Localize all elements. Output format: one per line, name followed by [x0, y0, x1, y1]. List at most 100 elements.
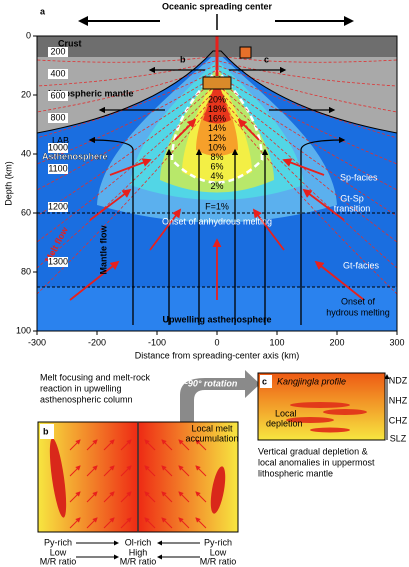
- annotation: Local: [275, 408, 297, 418]
- region-label: Onset of: [341, 296, 376, 306]
- zone-label: NHZ: [389, 395, 408, 405]
- caption: reaction in upwelling: [40, 383, 122, 393]
- panel-label: a: [40, 6, 46, 16]
- melt-arrow: [195, 517, 207, 529]
- melt-arrow: [195, 491, 207, 503]
- isotherm-label-box: [48, 202, 68, 212]
- mantle-flow-arrow: [88, 136, 134, 325]
- melt-arrow: [161, 439, 173, 451]
- composition-label: Py-rich: [204, 537, 232, 547]
- isotherm-label-box: [48, 47, 68, 57]
- region-label: transition: [334, 203, 371, 213]
- melt-arrow: [144, 439, 156, 451]
- melt-arrow: [161, 517, 173, 529]
- melt-channel: [49, 438, 67, 518]
- isotherm: [37, 95, 216, 269]
- melt-channel: [210, 466, 226, 514]
- isotherm-label: 1100: [48, 163, 67, 173]
- annotation: accumulation: [185, 433, 238, 443]
- x-tick-label: 100: [269, 337, 284, 347]
- ratio-label: Low: [210, 547, 227, 557]
- rotation-label: ~90° rotation: [183, 378, 238, 388]
- melt-arrow: [103, 439, 115, 451]
- melt-arrow: [120, 439, 132, 451]
- isotherm: [218, 100, 397, 295]
- y-tick-label: 40: [21, 148, 31, 158]
- region-label: Mantle flow: [98, 225, 108, 275]
- melt-arrow: [120, 465, 132, 477]
- melt-arrow: [103, 465, 115, 477]
- melt-arrow: [86, 465, 98, 477]
- melt-flow-arrow: [314, 260, 365, 301]
- melt-fraction-label: 14%: [208, 123, 226, 133]
- title: Oceanic spreading center: [162, 1, 273, 11]
- x-tick-label: -200: [88, 337, 106, 347]
- region-label: hydrous melting: [326, 307, 390, 317]
- region-label: Gt-facies: [343, 260, 380, 270]
- melt-fraction-label: 20%: [208, 94, 226, 104]
- isotherm: [37, 65, 216, 113]
- caption: Melt focusing and melt-rock: [40, 372, 151, 382]
- region-label: Sp-facies: [340, 172, 378, 182]
- melt-fraction-label: 10%: [208, 142, 226, 152]
- y-tick-label: 20: [21, 89, 31, 99]
- melt-flow-arrow: [109, 158, 152, 176]
- y-tick-label: 60: [21, 207, 31, 217]
- isotherm: [218, 80, 397, 191]
- isotherm: [37, 85, 216, 217]
- y-tick-label: 80: [21, 266, 31, 276]
- mantle-flow-arrow: [300, 136, 346, 325]
- caption: lithospheric mantle: [258, 468, 333, 478]
- isotherm-label-box: [48, 91, 68, 101]
- melt-arrow: [144, 517, 156, 529]
- isotherm: [218, 65, 397, 113]
- melt-arrow: [161, 465, 173, 477]
- ratio-label: M/R ratio: [120, 556, 157, 566]
- x-tick-label: -300: [28, 337, 46, 347]
- melt-fraction-label: 16%: [208, 114, 226, 124]
- melt-arrow: [161, 491, 173, 503]
- isotherm: [37, 55, 216, 63]
- isotherm-label-box: [48, 113, 68, 123]
- melt-fraction-label: 12%: [208, 133, 226, 143]
- isotherm: [218, 95, 397, 269]
- melt-fraction-label: 2%: [210, 181, 223, 191]
- depletion-lens: [323, 409, 367, 415]
- profile-label: Kangjingla profile: [277, 376, 346, 386]
- melt-arrow: [103, 517, 115, 529]
- region-label: LAB: [52, 135, 69, 145]
- melt-arrow: [144, 491, 156, 503]
- melt-flow-arrow: [174, 118, 197, 141]
- melt-fraction-label: 8%: [210, 152, 223, 162]
- isotherm-label-box: [48, 143, 68, 153]
- y-tick-label: 0: [26, 30, 31, 40]
- melt-arrow: [120, 491, 132, 503]
- isotherm-label: 400: [50, 68, 65, 78]
- caption: local anomalies in uppermost: [258, 457, 375, 467]
- melt-arrow: [178, 491, 190, 503]
- melt-arrow: [120, 517, 132, 529]
- melt-fraction-label: 6%: [210, 162, 223, 172]
- x-tick-label: 200: [329, 337, 344, 347]
- panel-label-box: [260, 375, 272, 388]
- composition-label: Py-rich: [44, 537, 72, 547]
- melt-arrow: [69, 491, 81, 503]
- annotation: depletion: [266, 418, 303, 428]
- depletion-lens: [310, 427, 350, 433]
- melt-arrow: [144, 465, 156, 477]
- melt-arrow: [103, 491, 115, 503]
- isotherm: [218, 55, 397, 63]
- inset-b-box: [202, 76, 232, 90]
- isotherm-label: 1000: [48, 142, 68, 152]
- melt-arrow: [86, 491, 98, 503]
- melt-flow-arrow: [282, 158, 325, 176]
- melt-arrow: [178, 439, 190, 451]
- isotherm: [37, 80, 216, 191]
- flow-arrows: [69, 66, 365, 325]
- cross-section: [37, 36, 397, 331]
- panel-label: c: [262, 376, 267, 386]
- melt-arrow: [195, 465, 207, 477]
- anhydrous-onset: [170, 68, 264, 184]
- region-label: Onset of anhydrous melting: [162, 216, 272, 226]
- melt-flow-arrow: [302, 188, 345, 221]
